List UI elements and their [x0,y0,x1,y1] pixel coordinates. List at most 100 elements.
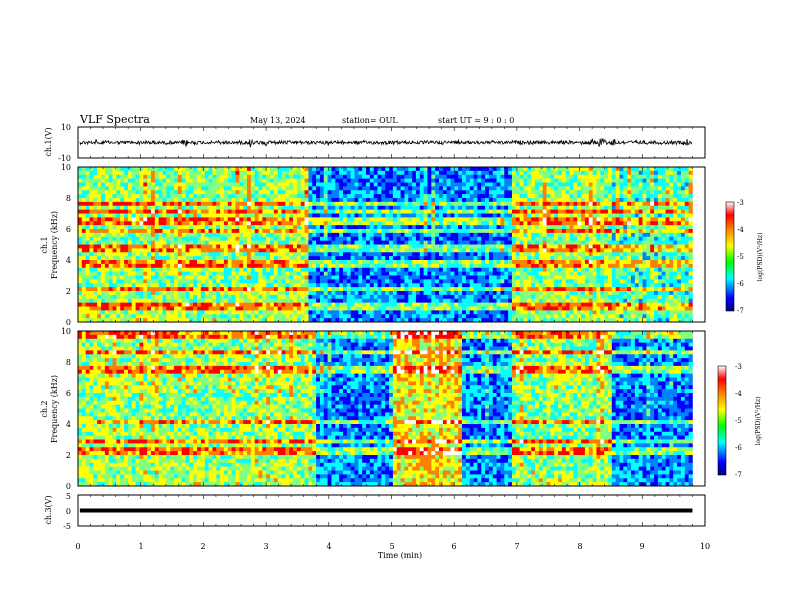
spectrogram-cell [496,221,501,226]
spectrogram-cell [535,186,540,191]
spectrogram-cell [174,205,179,210]
spectrogram-cell [339,283,344,288]
spectrogram-cell [515,229,520,234]
spectrogram-cell [154,232,159,238]
spectrogram-cell [246,248,252,253]
spectrogram-cell [446,205,451,210]
spectrogram-cell [400,252,405,257]
spectrogram-cell [542,213,547,218]
spectrogram-cell [85,217,90,222]
spectrogram-cell [124,252,129,257]
spectrogram-cell [392,229,398,234]
spectrogram-cell [139,263,144,269]
spectrogram-cell [419,291,424,296]
spectrogram-cell [139,186,144,191]
spectrogram-cell [435,291,440,296]
spectrogram-cell [289,182,294,187]
spectrogram-cell [404,225,409,230]
spectrogram-cell [496,170,501,176]
spectrogram-cell [220,283,225,288]
spectrogram-cell [281,279,286,284]
spectrogram-cell [358,252,363,257]
spectrogram-cell [177,271,182,276]
spectrogram-cell [150,244,156,249]
spectrogram-cell [515,201,520,207]
spectrogram-cell [465,287,471,292]
spectrogram-cell [104,279,110,284]
spectrogram-cell [277,194,282,199]
spectrogram-cell [181,263,186,269]
spectrogram-cell [204,194,209,199]
spectrogram-cell [78,275,83,280]
spectrogram-cell [531,248,536,253]
spectrogram-cell [342,190,348,195]
spectrogram-cell [78,314,83,319]
spectrogram-cell [323,167,328,172]
spectrogram-cell [354,294,359,300]
spectrogram-cell [200,287,206,292]
spectrogram-cell [193,236,198,241]
spectrogram-cell [135,209,140,214]
spectrogram-cell [515,279,520,284]
spectrogram-cell [204,221,209,226]
spectrogram-cell [243,291,248,296]
spectrogram-cell [350,248,355,253]
spectrogram-cell [323,174,328,179]
spectrogram-cell [150,306,156,311]
spectrogram-cell [154,170,159,176]
spectrogram-cell [423,310,428,315]
spectrogram-cell [273,306,278,311]
spectrogram-cell [465,260,471,265]
spectrogram-cell [404,248,409,253]
spectrogram-cell [220,194,225,199]
spectrogram-cell [166,213,171,218]
spectrogram-cell [319,167,325,172]
spectrogram-cell [208,318,213,323]
spectrogram-cell [358,229,363,234]
spectrogram-cell [462,287,467,292]
spectrogram-cell [423,225,428,230]
spectrogram-cell [124,178,129,183]
spectrogram-cell [335,318,340,323]
spectrogram-cell [81,213,86,218]
spectrogram-cell [281,283,286,288]
spectrogram-cell [469,190,474,195]
spectrogram-cell [124,186,129,191]
spectrogram-cell [523,283,528,288]
spectrogram-cell [154,194,159,199]
spectrogram-cell [339,298,344,303]
spectrogram-cell [270,186,275,191]
spectrogram-cell [504,291,509,296]
spectrogram-cell [89,194,94,199]
spectrogram-cell [143,209,148,214]
spectrogram-cell [189,170,194,176]
spectrogram-cell [296,287,302,292]
spectrogram-cell [212,229,217,234]
spectrogram-cell [389,306,394,311]
spectrogram-cell [250,205,255,210]
spectrogram-cell [481,302,486,307]
spectrogram-cell [93,256,98,261]
spectrogram-cell [531,194,536,199]
spectrogram-cell [442,248,447,253]
spectrogram-cell [231,201,236,207]
spectrogram-cell [492,198,497,203]
spectrogram-cell [442,314,447,319]
spectrogram-cell [500,260,505,265]
spectrogram-cell [527,174,532,179]
spectrogram-cell [270,170,275,176]
spectrogram-cell [281,306,286,311]
spectrogram-cell [369,252,375,257]
spectrogram-cell [454,205,459,210]
spectrogram-cell [270,248,275,253]
spectrogram-cell [319,256,325,261]
spectrogram-cell [415,306,421,311]
spectrogram-cell [350,267,355,272]
spectrogram-cell [89,256,94,261]
spectrogram-cell [108,190,113,195]
spectrogram-cell [462,198,467,203]
spectrogram-cell [431,267,436,272]
spectrogram-cell [170,182,175,187]
spectrogram-cell [266,190,271,195]
spectrogram-cell [258,225,263,230]
